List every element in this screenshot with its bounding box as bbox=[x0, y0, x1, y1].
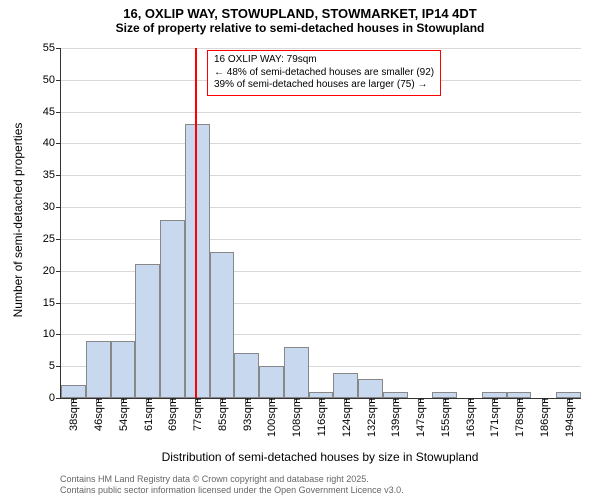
chart-title-sub: Size of property relative to semi-detach… bbox=[0, 21, 600, 39]
xtick-label: 155sqm bbox=[438, 398, 452, 437]
ytick-label: 25 bbox=[43, 233, 61, 245]
xtick-label: 108sqm bbox=[289, 398, 303, 437]
histogram-bar bbox=[111, 341, 136, 398]
chart-title-main: 16, OXLIP WAY, STOWUPLAND, STOWMARKET, I… bbox=[0, 0, 600, 21]
xtick-label: 77sqm bbox=[190, 398, 204, 431]
annotation-line-1: 16 OXLIP WAY: 79sqm bbox=[214, 54, 434, 67]
xtick-label: 132sqm bbox=[364, 398, 378, 437]
attribution-line-2: Contains public sector information licen… bbox=[60, 485, 404, 496]
xtick-label: 178sqm bbox=[512, 398, 526, 437]
xtick-label: 194sqm bbox=[562, 398, 576, 437]
xtick-label: 46sqm bbox=[91, 398, 105, 431]
xtick-label: 61sqm bbox=[141, 398, 155, 431]
gridline bbox=[61, 207, 581, 208]
property-marker-line bbox=[195, 48, 197, 398]
x-axis-label: Distribution of semi-detached houses by … bbox=[60, 450, 580, 464]
histogram-bar bbox=[358, 379, 383, 398]
ytick-label: 55 bbox=[43, 42, 61, 54]
histogram-bar bbox=[185, 124, 210, 398]
attribution-text: Contains HM Land Registry data © Crown c… bbox=[60, 474, 404, 497]
xtick-label: 139sqm bbox=[388, 398, 402, 437]
ytick-label: 15 bbox=[43, 297, 61, 309]
ytick-label: 20 bbox=[43, 265, 61, 277]
xtick-label: 186sqm bbox=[537, 398, 551, 437]
ytick-label: 50 bbox=[43, 74, 61, 86]
chart-container: 16, OXLIP WAY, STOWUPLAND, STOWMARKET, I… bbox=[0, 0, 600, 500]
ytick-label: 0 bbox=[49, 392, 61, 404]
histogram-bar bbox=[61, 385, 86, 398]
xtick-label: 171sqm bbox=[487, 398, 501, 437]
xtick-label: 54sqm bbox=[116, 398, 130, 431]
histogram-bar bbox=[160, 220, 185, 398]
gridline bbox=[61, 48, 581, 49]
xtick-label: 93sqm bbox=[240, 398, 254, 431]
ytick-label: 10 bbox=[43, 328, 61, 340]
xtick-label: 124sqm bbox=[339, 398, 353, 437]
plot-area: 051015202530354045505538sqm46sqm54sqm61s… bbox=[60, 48, 581, 399]
gridline bbox=[61, 112, 581, 113]
histogram-bar bbox=[86, 341, 111, 398]
xtick-label: 100sqm bbox=[264, 398, 278, 437]
xtick-label: 163sqm bbox=[463, 398, 477, 437]
ytick-label: 5 bbox=[49, 360, 61, 372]
xtick-label: 147sqm bbox=[413, 398, 427, 437]
xtick-label: 38sqm bbox=[66, 398, 80, 431]
annotation-box: 16 OXLIP WAY: 79sqm ← 48% of semi-detach… bbox=[207, 50, 441, 96]
ytick-label: 40 bbox=[43, 137, 61, 149]
y-axis-label: Number of semi-detached properties bbox=[11, 120, 25, 320]
histogram-bar bbox=[259, 366, 284, 398]
histogram-bar bbox=[210, 252, 235, 398]
xtick-label: 85sqm bbox=[215, 398, 229, 431]
histogram-bar bbox=[135, 264, 160, 398]
ytick-label: 35 bbox=[43, 169, 61, 181]
gridline bbox=[61, 175, 581, 176]
histogram-bar bbox=[284, 347, 309, 398]
attribution-line-1: Contains HM Land Registry data © Crown c… bbox=[60, 474, 404, 485]
annotation-line-2: ← 48% of semi-detached houses are smalle… bbox=[214, 67, 434, 80]
histogram-bar bbox=[234, 353, 259, 398]
annotation-line-3: 39% of semi-detached houses are larger (… bbox=[214, 79, 434, 92]
gridline bbox=[61, 143, 581, 144]
gridline bbox=[61, 239, 581, 240]
ytick-label: 30 bbox=[43, 201, 61, 213]
xtick-label: 69sqm bbox=[165, 398, 179, 431]
ytick-label: 45 bbox=[43, 106, 61, 118]
histogram-bar bbox=[333, 373, 358, 398]
xtick-label: 116sqm bbox=[314, 398, 328, 436]
